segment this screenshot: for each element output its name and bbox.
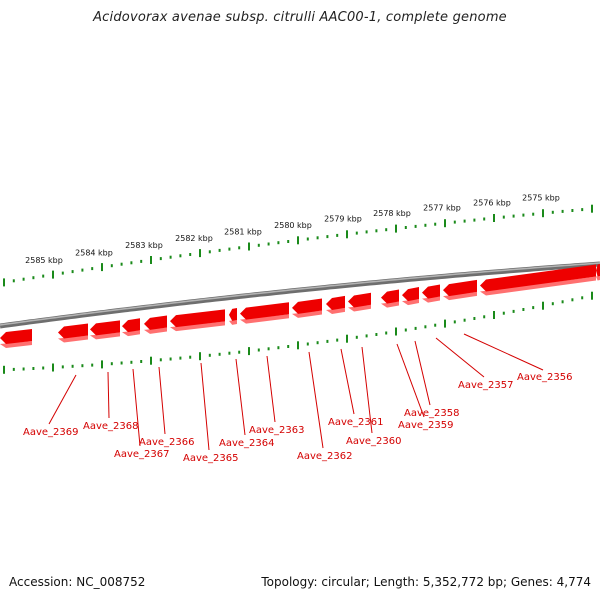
- gene-callout[interactable]: Aave_2369: [23, 374, 79, 438]
- gene-callout[interactable]: Aave_2357: [435, 337, 514, 391]
- gene-arrow[interactable]: [348, 292, 371, 308]
- gene-label[interactable]: Aave_2362: [297, 451, 353, 462]
- scale-label: 2579 kbp: [324, 215, 362, 224]
- backbone-line: [0, 261, 600, 329]
- gene-callout[interactable]: Aave_2364: [219, 358, 275, 449]
- gene-arrow[interactable]: [240, 302, 289, 320]
- gene-connector: [463, 333, 544, 371]
- gene-label[interactable]: Aave_2358: [404, 408, 460, 419]
- gene-label[interactable]: Aave_2365: [183, 453, 239, 464]
- scale-label: 2575 kbp: [522, 193, 560, 202]
- scale-label: 2581 kbp: [224, 227, 262, 236]
- scale-label: 2577 kbp: [423, 204, 461, 213]
- gene-arrow[interactable]: [144, 315, 167, 330]
- gene-arrow[interactable]: [326, 295, 345, 311]
- gene-connector: [200, 362, 210, 451]
- gene-connector: [266, 355, 276, 423]
- gene-callout[interactable]: Aave_2356: [463, 333, 573, 383]
- scale-label: 2582 kbp: [175, 234, 213, 243]
- gene-arrow-shade: [90, 332, 120, 340]
- gene-label[interactable]: Aave_2366: [139, 437, 195, 448]
- backbone-highlight: [0, 262, 600, 326]
- gene-connector: [340, 348, 355, 415]
- gene-arrow-shade: [326, 307, 345, 315]
- gene-arrow-shade: [0, 340, 32, 348]
- gene-callout[interactable]: Aave_2365: [183, 362, 239, 464]
- gene-arrow-shade: [240, 314, 289, 324]
- gene-connector: [435, 337, 485, 378]
- gene-arrow[interactable]: [90, 320, 120, 336]
- gene-arrow-shade: [402, 299, 419, 306]
- gene-connector: [308, 351, 324, 449]
- gene-arrow-shade: [144, 327, 167, 334]
- gene-label[interactable]: Aave_2359: [398, 420, 454, 431]
- gene-arrow[interactable]: [480, 264, 596, 292]
- gene-arrow-shade: [381, 301, 399, 308]
- gene-label[interactable]: Aave_2363: [249, 425, 305, 436]
- gene-arrow[interactable]: [0, 328, 32, 344]
- gene-label[interactable]: Aave_2361: [328, 417, 384, 428]
- gene-connector: [414, 340, 431, 406]
- gene-arrow-shade: [422, 296, 440, 303]
- outer-scale-labels: 2585 kbp 2584 kbp 2583 kbp 2582 kbp 2581 kbp…: [25, 193, 560, 265]
- gene-arrow[interactable]: [229, 308, 237, 321]
- genome-backbone: [0, 261, 600, 329]
- gene-callout[interactable]: Aave_2363: [249, 355, 305, 436]
- gene-arrow[interactable]: [402, 287, 419, 302]
- gene-arrow[interactable]: [292, 298, 322, 314]
- gene-label[interactable]: Aave_2356: [517, 372, 573, 383]
- gene-connector: [235, 358, 246, 436]
- gene-arrow[interactable]: [122, 318, 140, 333]
- inner-scale-ticks: [3, 291, 593, 374]
- gene-callout[interactable]: Aave_2359: [396, 343, 454, 431]
- gene-connector: [132, 368, 141, 447]
- gene-track[interactable]: [0, 264, 600, 348]
- scale-label: 2576 kbp: [473, 198, 511, 207]
- gene-arrow-shade: [596, 276, 600, 281]
- accession-label: Accession: NC_008752: [9, 575, 146, 589]
- gene-callout[interactable]: Aave_2367: [114, 368, 170, 460]
- gene-arrow-shade: [170, 321, 225, 332]
- gene-arrow[interactable]: [443, 279, 477, 297]
- gene-label[interactable]: Aave_2364: [219, 438, 275, 449]
- gene-label[interactable]: Aave_2368: [83, 421, 139, 432]
- gene-arrow[interactable]: [596, 264, 600, 277]
- scale-label: 2583 kbp: [125, 241, 163, 250]
- gene-arrow-shade: [122, 330, 140, 337]
- gene-callout[interactable]: Aave_2361: [328, 348, 384, 428]
- gene-label[interactable]: Aave_2360: [346, 436, 402, 447]
- gene-callout[interactable]: Aave_2366: [139, 366, 195, 448]
- gene-arrow[interactable]: [58, 323, 88, 339]
- scale-label: 2585 kbp: [25, 256, 63, 265]
- gene-connector: [158, 366, 166, 435]
- gene-connector: [361, 346, 373, 434]
- gene-label[interactable]: Aave_2367: [114, 449, 170, 460]
- gene-arrow-shade: [480, 276, 596, 296]
- map-title: Acidovorax avenae subsp. citrulli AAC00-…: [93, 10, 507, 25]
- outer-scale-ticks: [3, 204, 593, 287]
- gene-arrow-shade: [229, 320, 237, 325]
- scale-label: 2584 kbp: [75, 248, 113, 257]
- gene-arrow[interactable]: [381, 289, 399, 304]
- gene-arrow-shade: [292, 310, 322, 318]
- gene-arrow[interactable]: [422, 284, 440, 299]
- gene-label[interactable]: Aave_2369: [23, 427, 79, 438]
- gene-callout[interactable]: Aave_2368: [83, 371, 139, 432]
- gene-callout[interactable]: Aave_2358: [404, 340, 460, 419]
- gene-arrow-shade: [348, 304, 371, 312]
- gene-callout[interactable]: Aave_2362: [297, 351, 353, 462]
- gene-connector: [48, 374, 77, 425]
- scale-label: 2578 kbp: [373, 209, 411, 218]
- gene-arrow-shade: [58, 335, 88, 343]
- gene-arrow[interactable]: [170, 309, 225, 328]
- scale-label: 2580 kbp: [274, 221, 312, 230]
- gene-connector: [107, 371, 110, 419]
- gene-connector: [396, 343, 425, 418]
- gene-callout[interactable]: Aave_2360: [346, 346, 402, 447]
- gene-arrow-shade: [443, 291, 477, 301]
- gene-label[interactable]: Aave_2357: [458, 380, 514, 391]
- genome-summary: Topology: circular; Length: 5,352,772 bp…: [261, 575, 591, 589]
